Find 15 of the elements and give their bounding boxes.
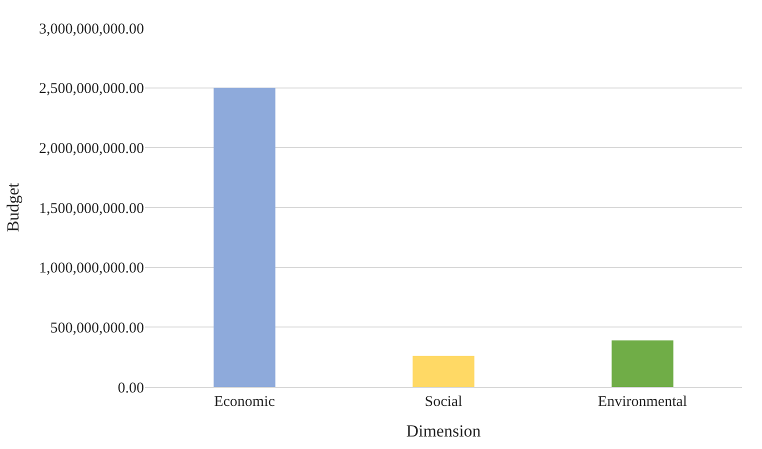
y-tick-label: 1,000,000,000.00 <box>39 260 144 277</box>
y-tick-label: 2,000,000,000.00 <box>39 140 144 157</box>
bar <box>214 88 276 387</box>
bar <box>612 340 674 387</box>
x-axis-title: Dimension <box>406 421 482 440</box>
x-tick-label: Economic <box>214 394 276 410</box>
y-tick-label: 1,500,000,000.00 <box>39 200 144 217</box>
y-axis-title: Budget <box>4 182 23 232</box>
y-tick-label: 500,000,000.00 <box>50 320 144 336</box>
bar <box>412 356 474 387</box>
y-tick-label: 3,000,000,000.00 <box>39 21 144 38</box>
x-tick-label: Social <box>424 394 462 410</box>
y-tick-label: 2,500,000,000.00 <box>39 81 144 98</box>
x-tick-label: Environmental <box>598 394 688 410</box>
y-tick-label: 0.00 <box>118 380 144 396</box>
